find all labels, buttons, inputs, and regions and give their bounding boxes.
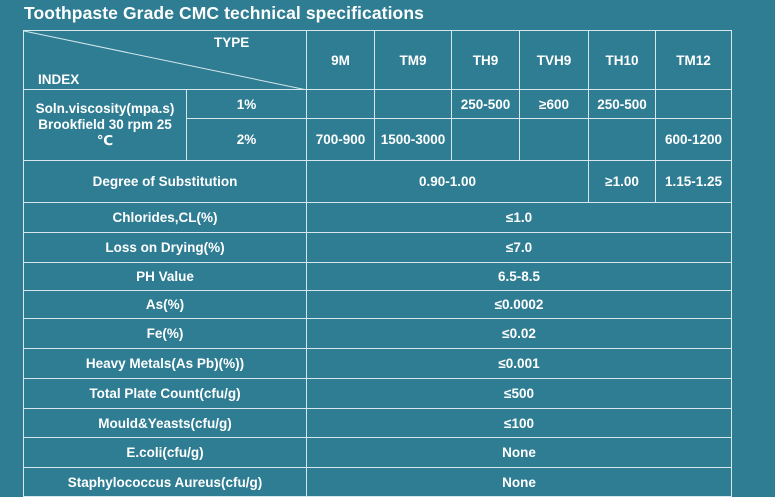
row-label: Fe(%) bbox=[23, 318, 307, 349]
substitution-value-th10: ≥1.00 bbox=[588, 160, 656, 203]
page-title: Toothpaste Grade CMC technical specifica… bbox=[24, 3, 424, 23]
viscosity-2-tm9: 1500-3000 bbox=[374, 118, 452, 161]
row-label: Chlorides,CL(%) bbox=[23, 202, 307, 233]
viscosity-label-cell: Soln.viscosity(mpa.s) Brookfield 30 rpm … bbox=[23, 89, 187, 161]
index-label: INDEX bbox=[38, 72, 80, 87]
row-label: As(%) bbox=[23, 290, 307, 319]
viscosity-2-tvh9 bbox=[519, 118, 589, 161]
table-row: Mould&Yeasts(cfu/g) ≤100 bbox=[23, 408, 732, 438]
table-row: As(%) ≤0.0002 bbox=[23, 290, 732, 319]
header-row: TYPE INDEX 9M TM9 TH9 TVH9 TH10 TM12 bbox=[23, 30, 732, 90]
viscosity-1-th10: 250-500 bbox=[588, 89, 656, 119]
viscosity-conc-1: 1% bbox=[186, 89, 307, 119]
row-label: Loss on Drying(%) bbox=[23, 232, 307, 263]
row-value: ≤0.001 bbox=[306, 348, 732, 379]
row-value: 6.5-8.5 bbox=[306, 262, 732, 291]
viscosity-conc-2: 2% bbox=[186, 118, 307, 161]
row-label: E.coli(cfu/g) bbox=[23, 437, 307, 468]
row-value: ≤1.0 bbox=[306, 202, 732, 233]
viscosity-2-th9 bbox=[451, 118, 520, 161]
row-value: ≤0.0002 bbox=[306, 290, 732, 319]
table-row: Heavy Metals(As Pb)(%)) ≤0.001 bbox=[23, 348, 732, 379]
row-label: Mould&Yeasts(cfu/g) bbox=[23, 408, 307, 438]
viscosity-2-th10 bbox=[588, 118, 656, 161]
row-value: None bbox=[306, 467, 732, 497]
table-row: Chlorides,CL(%) ≤1.0 bbox=[23, 202, 732, 233]
grade-header-th10: TH10 bbox=[588, 30, 656, 90]
substitution-value-main: 0.90-1.00 bbox=[306, 160, 589, 203]
row-value: ≤0.02 bbox=[306, 318, 732, 349]
header-diagonal-cell: TYPE INDEX bbox=[23, 30, 307, 90]
viscosity-row-1: Soln.viscosity(mpa.s) Brookfield 30 rpm … bbox=[23, 89, 732, 161]
viscosity-label-line1: Soln.viscosity(mpa.s) bbox=[35, 101, 175, 116]
table-row: Staphylococcus Aureus(cfu/g) None bbox=[23, 467, 732, 497]
grade-header-th9: TH9 bbox=[451, 30, 520, 90]
row-value: None bbox=[306, 437, 732, 468]
table-row: Loss on Drying(%) ≤7.0 bbox=[23, 232, 732, 263]
row-label: Staphylococcus Aureus(cfu/g) bbox=[23, 467, 307, 497]
row-value: ≤100 bbox=[306, 408, 732, 438]
grade-header-9m: 9M bbox=[306, 30, 375, 90]
viscosity-row-2: 2% 700-900 1500-3000 600-1200 bbox=[24, 118, 732, 161]
viscosity-1-th9: 250-500 bbox=[451, 89, 520, 119]
type-label: TYPE bbox=[214, 35, 250, 50]
viscosity-1-tm12 bbox=[655, 89, 732, 119]
row-label: PH Value bbox=[23, 262, 307, 291]
substitution-label: Degree of Substitution bbox=[23, 160, 307, 203]
table-row: Fe(%) ≤0.02 bbox=[23, 318, 732, 349]
viscosity-1-9m bbox=[306, 89, 375, 119]
viscosity-2-tm12: 600-1200 bbox=[655, 118, 732, 161]
table-row: PH Value 6.5-8.5 bbox=[23, 262, 732, 291]
viscosity-label-line2: Brookfield 30 rpm 25 bbox=[38, 117, 172, 132]
viscosity-1-tvh9: ≥600 bbox=[519, 89, 589, 119]
table-row: E.coli(cfu/g) None bbox=[23, 437, 732, 468]
grade-header-tvh9: TVH9 bbox=[519, 30, 589, 90]
viscosity-2-9m: 700-900 bbox=[306, 118, 375, 161]
spec-table: TYPE INDEX 9M TM9 TH9 TVH9 TH10 TM12 Sol… bbox=[23, 30, 732, 497]
substitution-value-tm12: 1.15-1.25 bbox=[655, 160, 732, 203]
grade-header-tm12: TM12 bbox=[655, 30, 732, 90]
row-value: ≤500 bbox=[306, 378, 732, 409]
viscosity-label-line3: ℃ bbox=[96, 133, 114, 148]
row-value: ≤7.0 bbox=[306, 232, 732, 263]
table-row: Total Plate Count(cfu/g) ≤500 bbox=[23, 378, 732, 409]
row-label: Heavy Metals(As Pb)(%)) bbox=[23, 348, 307, 379]
row-label: Total Plate Count(cfu/g) bbox=[23, 378, 307, 409]
grade-header-tm9: TM9 bbox=[374, 30, 452, 90]
viscosity-1-tm9 bbox=[374, 89, 452, 119]
substitution-row: Degree of Substitution 0.90-1.00 ≥1.00 1… bbox=[23, 160, 732, 203]
diagonal-line bbox=[24, 31, 303, 89]
